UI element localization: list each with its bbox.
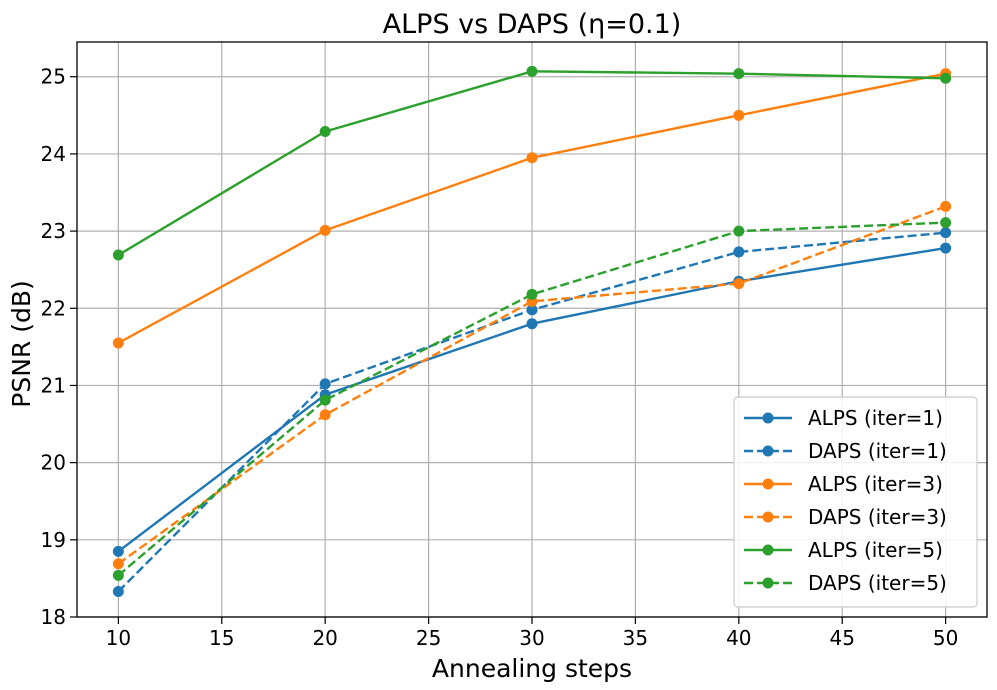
data-point	[733, 278, 745, 290]
series-6	[112, 217, 952, 581]
data-point	[319, 409, 331, 421]
x-tick-label: 50	[933, 626, 958, 650]
series-2	[112, 227, 952, 598]
legend-swatch-marker	[762, 511, 774, 523]
x-tick-label: 25	[416, 626, 441, 650]
legend-swatch-marker	[762, 577, 774, 589]
data-point	[733, 225, 745, 237]
legend-entry: DAPS (iter=3)	[744, 505, 947, 529]
legend-entry: ALPS (iter=3)	[744, 472, 943, 496]
y-tick-label: 20	[41, 451, 66, 475]
legend-label: ALPS (iter=5)	[808, 538, 943, 562]
data-point	[112, 249, 124, 261]
data-point	[526, 152, 538, 164]
data-point	[319, 126, 331, 138]
x-tick-label: 30	[519, 626, 544, 650]
y-tick-label: 25	[41, 65, 66, 89]
series-4	[112, 200, 952, 570]
x-axis-title: Annealing steps	[432, 654, 632, 683]
data-point	[940, 242, 952, 254]
legend-swatch-marker	[762, 445, 774, 457]
x-tick-label: 10	[106, 626, 131, 650]
y-tick-label: 23	[41, 219, 66, 243]
legend-swatch-marker	[762, 478, 774, 490]
chart-title: ALPS vs DAPS (η=0.1)	[383, 9, 682, 40]
x-tick-label: 45	[830, 626, 855, 650]
x-tick-label: 15	[209, 626, 234, 650]
data-point	[733, 109, 745, 121]
x-tick-label: 20	[312, 626, 337, 650]
series-3	[112, 68, 952, 349]
legend-label: DAPS (iter=3)	[808, 505, 947, 529]
legend: ALPS (iter=1) DAPS (iter=1) ALPS (iter=3) D…	[733, 396, 978, 608]
legend-label: ALPS (iter=1)	[808, 406, 943, 430]
y-tick-label: 19	[41, 528, 66, 552]
data-point	[319, 394, 331, 406]
data-point	[940, 217, 952, 229]
legend-entry: DAPS (iter=1)	[744, 439, 947, 463]
data-point	[112, 569, 124, 581]
data-point	[733, 68, 745, 80]
series-line	[117, 221, 946, 577]
legend-entry: DAPS (iter=5)	[744, 571, 947, 595]
legend-entry: ALPS (iter=5)	[744, 538, 943, 562]
data-point	[940, 200, 952, 212]
legend-label: DAPS (iter=5)	[808, 571, 947, 595]
x-tick-label: 40	[726, 626, 751, 650]
data-point	[112, 586, 124, 598]
series-lines	[112, 65, 952, 598]
legend-swatch-marker	[762, 412, 774, 424]
y-tick-label: 18	[41, 605, 66, 629]
x-tick-label: 35	[623, 626, 648, 650]
data-point	[112, 558, 124, 570]
plot-frame	[76, 41, 988, 618]
legend-label: DAPS (iter=1)	[808, 439, 947, 463]
data-point	[526, 318, 538, 330]
data-point	[733, 246, 745, 258]
legend-label: ALPS (iter=3)	[808, 472, 943, 496]
series-line	[117, 205, 947, 565]
data-point	[319, 224, 331, 236]
data-point	[112, 545, 124, 557]
data-point	[526, 288, 538, 300]
legend-entry: ALPS (iter=1)	[744, 406, 943, 430]
series-5	[112, 65, 952, 261]
data-point	[112, 337, 124, 349]
y-tick-label: 21	[41, 373, 66, 397]
data-point	[940, 72, 952, 84]
legend-swatch-marker	[762, 544, 774, 556]
y-tick-label: 22	[41, 296, 66, 320]
data-point	[526, 65, 538, 77]
y-tick-label: 24	[41, 142, 66, 166]
axis-ticks: 10 15 20 25 30 35 40 45 50 18 19 20 21 22 23 24 25	[41, 65, 959, 650]
legend-box	[733, 396, 978, 608]
data-point	[526, 304, 538, 316]
y-axis-title: PSNR (dB)	[7, 280, 36, 408]
data-point	[319, 378, 331, 390]
data-point	[940, 227, 952, 239]
